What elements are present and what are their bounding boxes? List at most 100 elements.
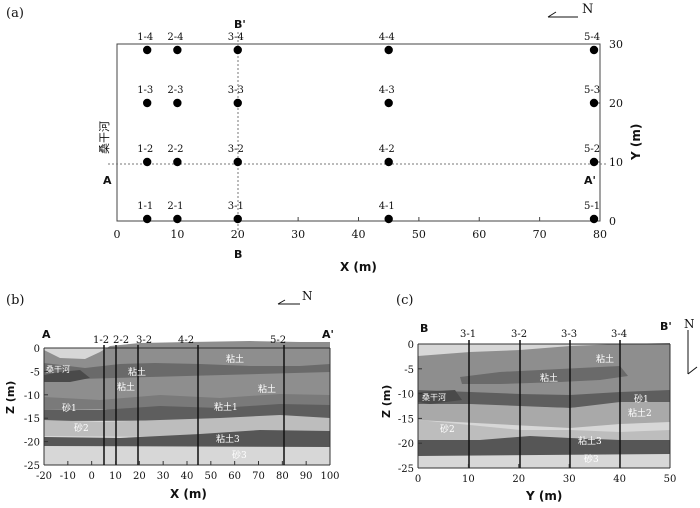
panel-c-river-block <box>418 390 462 404</box>
borehole-1-3 <box>142 98 152 108</box>
panel-b-strata <box>44 341 330 465</box>
panel-b-layer-4: 砂1 <box>62 402 77 414</box>
borehole-2-3 <box>173 98 182 108</box>
panel-c-layer-7: 砂3 <box>584 453 599 465</box>
panel-b-hole-3: 3-2 <box>136 335 152 346</box>
panel-c-hole-1: 3-1 <box>460 329 476 340</box>
borehole-label-5-4: 5-4 <box>584 32 600 43</box>
panel-c-section-bb: (c) N B B' 3-1 3 <box>380 293 698 503</box>
panel-c-hole-2: 3-2 <box>511 329 527 340</box>
panel-a-x-tick-label-3: 30 <box>291 228 305 241</box>
panel-c-hole-3: 3-3 <box>561 329 577 340</box>
panel-b-x-tick-label-2: 0 <box>88 471 94 482</box>
panel-a-plan-view: (a) N A A' B' B 桑干河 0 10 20 30 40 50 60 70 80 01… <box>6 2 643 274</box>
panel-c-clay3 <box>418 436 670 456</box>
panel-c-layer-0: 粘土 <box>596 353 614 365</box>
panel-c-z-ticks: 0 -5 -10 -15 -20 -25 <box>398 340 422 475</box>
borehole-label-5-3: 5-3 <box>584 85 600 96</box>
panel-c-layer-4: 粘土2 <box>628 407 652 419</box>
panel-b-x-tick-label-5: 30 <box>157 471 170 482</box>
panel-b-z-ticks: 0 -5 -10 -15 -20 -25 <box>24 344 48 472</box>
panel-c-borehole-lines <box>468 340 621 468</box>
panel-c-layer-5: 砂2 <box>440 423 455 435</box>
panel-c-label: (c) <box>396 293 413 308</box>
panel-a-x-tick-label-1: 10 <box>170 228 184 241</box>
borehole-label-4-2: 4-2 <box>379 144 395 155</box>
borehole-label-3-1: 3-1 <box>228 201 244 212</box>
panel-c-x-tick-label-1: 10 <box>462 474 475 485</box>
borehole-4-4 <box>384 45 393 55</box>
panel-c-z-tick-label-2: -10 <box>398 390 414 401</box>
borehole-label-5-2: 5-2 <box>584 144 600 155</box>
panel-c-north-text: N <box>684 317 695 331</box>
panel-b-hole-1: 1-2 <box>93 335 109 346</box>
panel-b-x-tick-label-10: 80 <box>276 471 289 482</box>
borehole-label-3-4: 3-4 <box>228 32 244 43</box>
panel-a-frame <box>116 43 601 222</box>
panel-b-layer-9: 桑干河 <box>46 364 70 374</box>
section-end-right-a-prime: A' <box>322 328 334 341</box>
panel-b-x-tick-label-12: 100 <box>320 471 339 482</box>
panel-b-x-tick-label-3: 10 <box>109 471 122 482</box>
panel-a-x-tick-label-7: 70 <box>533 228 547 241</box>
borehole-label-2-2: 2-2 <box>167 144 183 155</box>
panel-c-z-tick-label-0: 0 <box>408 340 414 351</box>
borehole-label-2-4: 2-4 <box>167 32 183 43</box>
borehole-label-1-4: 1-4 <box>137 32 153 43</box>
borehole-label-3-2: 3-2 <box>228 144 244 155</box>
borehole-3-4 <box>233 45 242 55</box>
panel-b-z-tick-label-0: 0 <box>34 344 40 355</box>
panel-c-layer-1: 粘土 <box>540 372 558 384</box>
panel-c-x-axis-label: Y (m) <box>525 489 562 503</box>
panel-b-hole-2: 2-2 <box>113 335 129 346</box>
panel-b-x-tick-label-11: 90 <box>300 471 313 482</box>
panel-a-y-axis-label: Y (m) <box>629 124 643 161</box>
panel-c-layer-2: 桑干河 <box>422 392 446 402</box>
panel-b-hole-5: 5-2 <box>270 335 286 346</box>
section-end-left-b: B <box>420 322 428 335</box>
panel-c-borehole-labels: 3-1 3-2 3-3 3-4 <box>460 329 627 340</box>
panel-a-y-tick-label-1: 10 <box>609 156 623 169</box>
panel-b-river-block <box>44 370 90 382</box>
panel-b-layer-5: 粘土1 <box>214 401 238 413</box>
panel-c-y-axis-label: Z (m) <box>380 385 393 418</box>
borehole-3-2 <box>233 157 242 167</box>
borehole-label-2-1: 2-1 <box>167 201 183 212</box>
panel-b-borehole-labels: 1-2 2-2 3-2 4-2 5-2 <box>93 335 286 346</box>
section-end-a: A <box>103 174 112 187</box>
section-end-right-b-prime: B' <box>660 320 672 333</box>
section-end-b: B <box>234 248 242 261</box>
panel-b-layer-3: 粘土 <box>258 383 276 395</box>
panel-b-z-tick-label-3: -15 <box>24 414 40 425</box>
borehole-3-1 <box>233 214 242 224</box>
panel-b-x-ticks: -20 -10 0 10 20 30 40 50 60 70 80 90 100 <box>36 461 340 482</box>
panel-b-x-tick-label-8: 60 <box>228 471 241 482</box>
borehole-label-5-1: 5-1 <box>584 201 600 212</box>
borehole-label-2-3: 2-3 <box>167 85 183 96</box>
panel-c-z-tick-label-5: -25 <box>398 464 414 475</box>
panel-c-layer-3: 砂1 <box>634 393 649 405</box>
panel-b-layer-8: 砂3 <box>232 449 247 461</box>
panel-a-label: (a) <box>6 6 24 21</box>
panel-b-z-tick-label-2: -10 <box>24 391 40 402</box>
panel-b-y-axis-label: Z (m) <box>4 381 17 414</box>
panel-b-borehole-lines <box>103 345 285 465</box>
panel-c-x-tick-label-4: 40 <box>613 474 626 485</box>
panel-a-x-tick-label-2: 20 <box>231 228 245 241</box>
panel-a-y-ticks: 0 10 20 30 <box>596 38 623 228</box>
borehole-4-3 <box>384 98 393 108</box>
panel-c-x-tick-label-3: 30 <box>563 474 576 485</box>
panel-b-x-tick-label-6: 40 <box>181 471 194 482</box>
panel-c-z-tick-label-1: -5 <box>404 365 414 376</box>
borehole-label-1-1: 1-1 <box>137 201 153 212</box>
panel-b-layer-1: 粘土 <box>128 366 146 378</box>
panel-c-x-tick-label-2: 20 <box>512 474 525 485</box>
panel-c-layer-labels: 粘土 粘土 桑干河 砂1 粘土2 砂2 粘土3 砂3 <box>422 353 652 465</box>
panel-c-lens <box>460 366 628 384</box>
borehole-label-4-4: 4-4 <box>379 32 395 43</box>
panel-b-north-text: N <box>302 289 313 303</box>
panel-a-x-ticks: 0 10 20 30 40 50 60 70 80 <box>114 217 607 241</box>
panel-a-x-tick-label-4: 40 <box>352 228 366 241</box>
panel-c-z-tick-label-4: -20 <box>398 439 414 450</box>
panel-b-z-tick-label-5: -25 <box>24 461 40 472</box>
